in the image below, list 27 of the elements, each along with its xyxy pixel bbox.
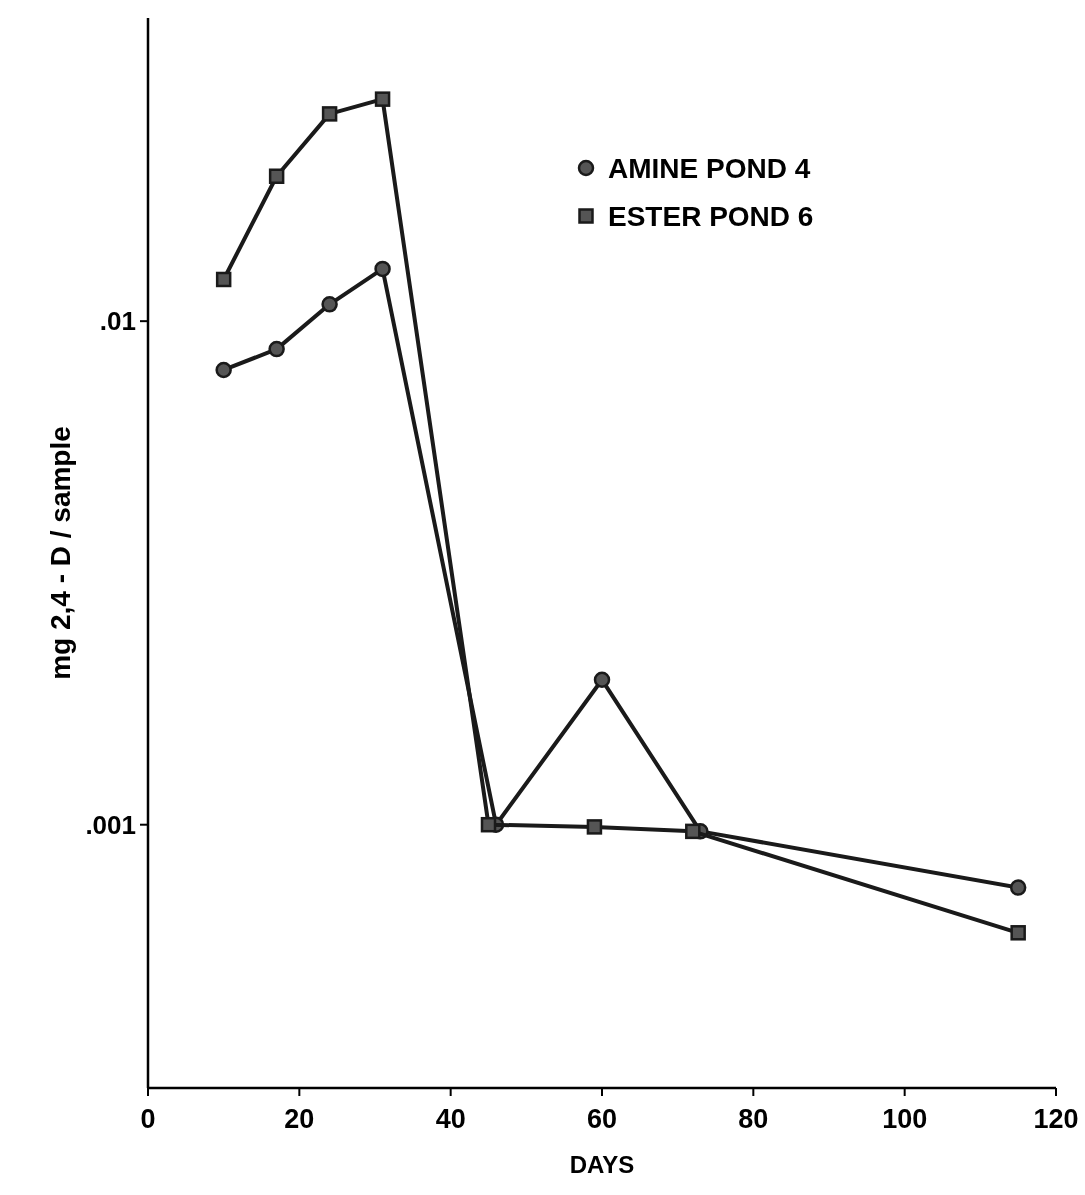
x-tick-label: 60: [586, 1104, 618, 1134]
x-tick-label: 0: [140, 1104, 156, 1134]
point: [480, 816, 497, 833]
x-tick-label: 120: [1033, 1104, 1079, 1134]
point: [268, 340, 285, 358]
point: [586, 819, 603, 835]
x-tick-label: 40: [435, 1104, 466, 1134]
point: [321, 296, 338, 313]
legend-label: AMINE POND 4: [608, 153, 811, 184]
point: [1009, 879, 1027, 896]
point: [685, 823, 701, 840]
point: [215, 271, 232, 288]
point: [593, 671, 611, 689]
x-tick-label: 20: [284, 1104, 315, 1134]
point: [1010, 925, 1026, 941]
legend-label: ESTER POND 6: [608, 201, 814, 232]
x-axis-title: DAYS: [569, 1151, 635, 1178]
y-axis-title: mg 2,4 - D / sample: [45, 426, 76, 680]
point: [374, 260, 391, 278]
point: [215, 361, 232, 379]
point: [321, 106, 338, 122]
point: [374, 91, 391, 107]
x-tick-label: 80: [738, 1104, 769, 1134]
x-tick-label: 100: [882, 1104, 928, 1134]
y-tick-label: .01: [99, 306, 136, 337]
point: [268, 168, 285, 184]
y-tick-label: .001: [85, 809, 136, 840]
